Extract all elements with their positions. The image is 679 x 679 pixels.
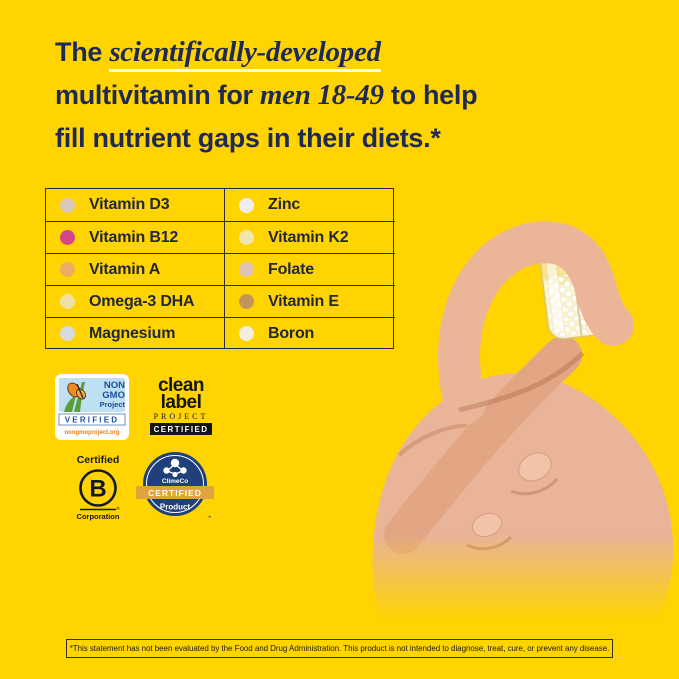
clean-label-project-badge: clean label PROJECT CERTIFIED — [150, 376, 212, 435]
nutrient-label: Zinc — [268, 196, 301, 213]
table-cell: Vitamin K2 — [224, 221, 395, 253]
nutrient-dot — [60, 326, 75, 341]
cleanlabel-certified-label: CERTIFIED — [154, 425, 209, 434]
b-circle-icon — [79, 469, 117, 507]
gold-ribbon — [136, 486, 214, 499]
climeco-product-label: Product — [160, 503, 191, 512]
table-cell: Vitamin A — [46, 253, 224, 285]
nongmo-word-project: Project — [100, 400, 126, 409]
certified-bar — [150, 423, 212, 435]
headline-emphasis-men-18-49: men 18-49 — [259, 79, 384, 111]
verified-label: VERIFIED — [65, 416, 120, 425]
certified-b-corporation-badge: Certified B ® Corporation — [77, 454, 121, 521]
hand-fade-overlay — [339, 535, 679, 645]
verified-band — [58, 413, 126, 426]
headline-mid2: to help — [383, 80, 478, 110]
thumb-shape — [384, 336, 582, 554]
climeco-ring — [146, 455, 204, 513]
nongmo-word-gmo: GMO — [102, 390, 125, 401]
nutrient-label: Vitamin E — [268, 292, 339, 310]
climeco-name-label: ClimeCo — [162, 478, 188, 485]
non-gmo-project-verified-badge: NON GMO Project VERIFIED nongmoproject.o… — [55, 374, 129, 440]
nongmo-word-non: NON — [104, 380, 125, 391]
nutrient-label: Vitamin B12 — [89, 228, 179, 246]
bcorp-corporation-label: Corporation — [77, 512, 120, 521]
nutrient-label: Magnesium — [89, 324, 176, 342]
nutrient-dot — [239, 262, 254, 277]
fda-disclaimer-text: *This statement has not been evaluated b… — [69, 644, 610, 653]
cleanlabel-word-clean: clean — [158, 376, 204, 396]
table-cell: Zinc — [224, 189, 395, 221]
nutrient-dot — [239, 197, 254, 213]
butterfly-icon — [67, 382, 86, 400]
finger-crease — [458, 351, 585, 413]
nutrient-dot — [239, 294, 254, 309]
headline: The scientifically-developed multivitamin… — [55, 31, 600, 160]
registered-mark: ® — [116, 505, 120, 511]
table-cell: Vitamin B12 — [46, 221, 224, 253]
nutrient-label: Vitamin A — [89, 260, 161, 278]
climeco-certified-label: CERTIFIED — [148, 488, 202, 498]
climeco-certified-product-badge: ClimeCo CERTIFIED Product ™ — [136, 452, 214, 520]
table-cell: Magnesium — [46, 317, 224, 349]
bcorp-letter-b: B — [89, 476, 106, 503]
headline-line3: fill nutrient gaps in their diets.* — [55, 123, 441, 153]
table-cell: Vitamin E — [224, 285, 395, 317]
table-cell: Folate — [224, 253, 395, 285]
fda-disclaimer: *This statement has not been evaluated b… — [66, 639, 613, 658]
nutrient-dot — [60, 294, 75, 309]
table-cell: Vitamin D3 — [46, 189, 224, 221]
trademark-mark: ™ — [207, 515, 212, 520]
hand-pinching-capsule-photo — [339, 221, 679, 645]
molecule-icon — [163, 458, 187, 478]
nutrient-dot — [239, 230, 254, 245]
grass-blade-icon — [64, 395, 76, 412]
fingernail-icon — [518, 452, 552, 482]
nongmo-url: nongmoproject.org — [65, 430, 120, 436]
nutrient-label: Vitamin K2 — [268, 228, 349, 246]
nutrient-dot — [239, 326, 254, 341]
nutrient-table: Vitamin D3 Zinc Vitamin B12 Vitamin K2 V… — [45, 188, 395, 349]
index-finger-shape — [438, 221, 634, 424]
cleanlabel-word-label: label — [161, 392, 202, 413]
nutrient-dot — [60, 230, 75, 245]
climeco-circle — [143, 452, 207, 516]
headline-emphasis-scientifically-developed: scientifically-developed — [109, 36, 381, 72]
nutrient-label: Omega-3 DHA — [89, 292, 195, 310]
nutrient-label: Boron — [268, 324, 315, 342]
nutrient-label: Folate — [268, 260, 314, 278]
nutrient-dot — [60, 197, 75, 213]
bcorp-certified-label: Certified — [77, 454, 120, 466]
table-cell: Omega-3 DHA — [46, 285, 224, 317]
nutrient-label: Vitamin D3 — [89, 196, 170, 213]
headline-mid1: multivitamin for — [55, 80, 260, 110]
headline-prefix: The — [55, 37, 110, 67]
nutrient-dot — [60, 262, 75, 277]
table-cell: Boron — [224, 317, 395, 349]
cleanlabel-word-project: PROJECT — [154, 412, 209, 421]
